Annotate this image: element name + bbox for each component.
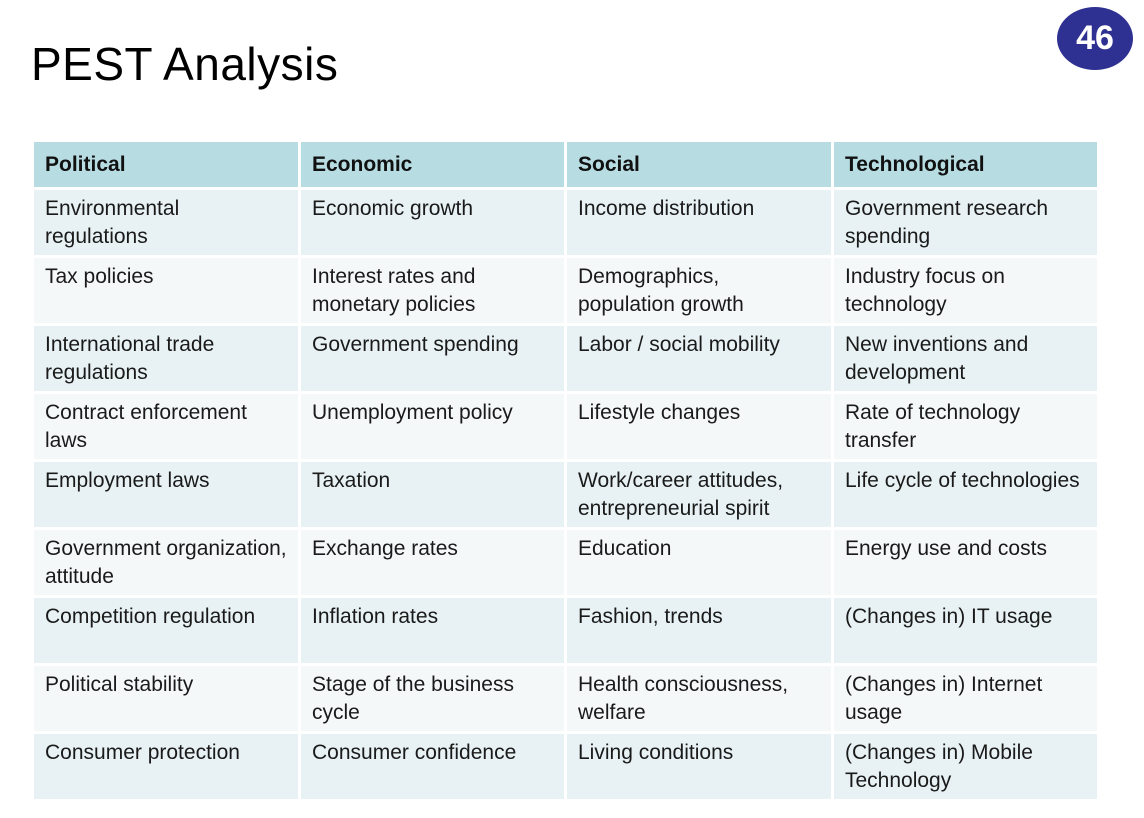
cell-social: Demographics, population growth bbox=[567, 258, 831, 323]
cell-economic: Taxation bbox=[301, 462, 564, 527]
header-economic: Economic bbox=[301, 142, 564, 187]
table-row: Political stability Stage of the business… bbox=[34, 666, 1097, 731]
cell-political: Government organization, attitude bbox=[34, 530, 298, 595]
cell-technological: New inventions and development bbox=[834, 326, 1097, 391]
table-row: Consumer protection Consumer confidence Li… bbox=[34, 734, 1097, 799]
cell-technological: Energy use and costs bbox=[834, 530, 1097, 595]
table-row: International trade regulations Governmen… bbox=[34, 326, 1097, 391]
table-row: Tax policies Interest rates and monetary … bbox=[34, 258, 1097, 323]
cell-technological: Life cycle of technologies bbox=[834, 462, 1097, 527]
cell-technological: (Changes in) Mobile Technology bbox=[834, 734, 1097, 799]
cell-political: Competition regulation bbox=[34, 598, 298, 663]
cell-social: Lifestyle changes bbox=[567, 394, 831, 459]
header-social: Social bbox=[567, 142, 831, 187]
cell-technological: (Changes in) IT usage bbox=[834, 598, 1097, 663]
cell-social: Health consciousness, welfare bbox=[567, 666, 831, 731]
slide-title: PEST Analysis bbox=[31, 38, 339, 90]
cell-social: Income distribution bbox=[567, 190, 831, 255]
cell-social: Living conditions bbox=[567, 734, 831, 799]
cell-political: Employment laws bbox=[34, 462, 298, 527]
header-technological: Technological bbox=[834, 142, 1097, 187]
cell-political: Environmental regulations bbox=[34, 190, 298, 255]
page-number-badge: 46 bbox=[1057, 7, 1133, 70]
cell-economic: Consumer confidence bbox=[301, 734, 564, 799]
cell-technological: Rate of technology transfer bbox=[834, 394, 1097, 459]
cell-social: Education bbox=[567, 530, 831, 595]
table-row: Government organization, attitude Exchang… bbox=[34, 530, 1097, 595]
header-political: Political bbox=[34, 142, 298, 187]
table-row: Employment laws Taxation Work/career attit… bbox=[34, 462, 1097, 527]
table-row: Competition regulation Inflation rates Fas… bbox=[34, 598, 1097, 663]
cell-political: Contract enforcement laws bbox=[34, 394, 298, 459]
cell-economic: Inflation rates bbox=[301, 598, 564, 663]
table-row: Contract enforcement laws Unemployment po… bbox=[34, 394, 1097, 459]
pest-table: Political Economic Social Technological … bbox=[31, 139, 1100, 802]
cell-economic: Stage of the business cycle bbox=[301, 666, 564, 731]
cell-social: Fashion, trends bbox=[567, 598, 831, 663]
cell-political: International trade regulations bbox=[34, 326, 298, 391]
table-body: Environmental regulations Economic growth… bbox=[34, 190, 1097, 799]
cell-economic: Government spending bbox=[301, 326, 564, 391]
cell-political: Consumer protection bbox=[34, 734, 298, 799]
cell-technological: (Changes in) Internet usage bbox=[834, 666, 1097, 731]
cell-economic: Exchange rates bbox=[301, 530, 564, 595]
cell-economic: Interest rates and monetary policies bbox=[301, 258, 564, 323]
cell-political: Political stability bbox=[34, 666, 298, 731]
cell-social: Work/career attitudes, entrepreneurial s… bbox=[567, 462, 831, 527]
table-row: Environmental regulations Economic growth… bbox=[34, 190, 1097, 255]
cell-technological: Government research spending bbox=[834, 190, 1097, 255]
cell-political: Tax policies bbox=[34, 258, 298, 323]
cell-social: Labor / social mobility bbox=[567, 326, 831, 391]
table-header-row: Political Economic Social Technological bbox=[34, 142, 1097, 187]
cell-economic: Unemployment policy bbox=[301, 394, 564, 459]
cell-technological: Industry focus on technology bbox=[834, 258, 1097, 323]
cell-economic: Economic growth bbox=[301, 190, 564, 255]
